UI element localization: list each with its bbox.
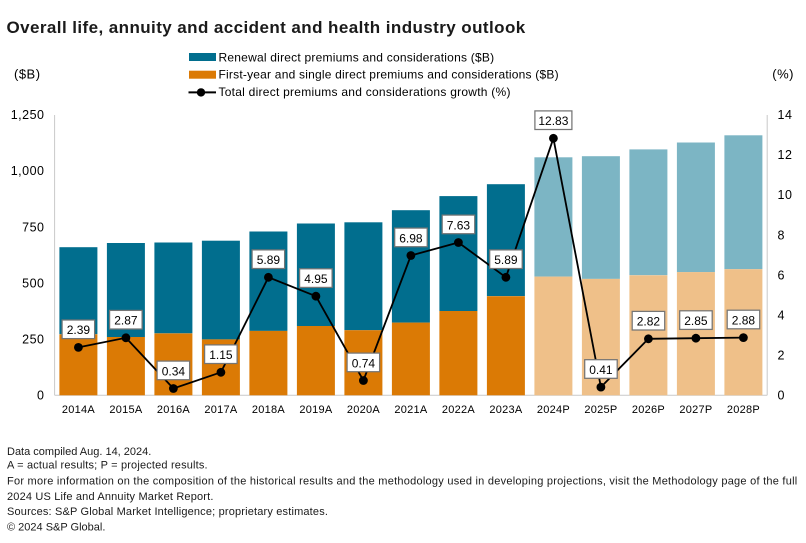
svg-text:2025P: 2025P: [584, 404, 617, 416]
svg-text:2018A: 2018A: [252, 404, 285, 416]
svg-text:1.15: 1.15: [209, 348, 233, 362]
svg-text:2016A: 2016A: [157, 404, 190, 416]
svg-text:2017A: 2017A: [204, 404, 237, 416]
svg-text:A = actual results; P = projec: A = actual results; P = projected result…: [7, 460, 208, 472]
svg-text:6: 6: [778, 268, 785, 282]
svg-text:500: 500: [22, 276, 44, 290]
svg-text:© 2024 S&P Global.: © 2024 S&P Global.: [7, 522, 105, 534]
svg-text:2.87: 2.87: [114, 314, 138, 328]
svg-text:0: 0: [778, 389, 785, 403]
svg-text:First-year and single direct p: First-year and single direct premiums an…: [219, 67, 559, 81]
svg-text:12: 12: [778, 148, 793, 162]
svg-text:For more information on the co: For more information on the composition …: [7, 476, 798, 488]
svg-text:10: 10: [778, 188, 793, 202]
svg-text:2.82: 2.82: [637, 315, 661, 329]
svg-text:Renewal direct premiums and co: Renewal direct premiums and consideratio…: [219, 50, 495, 64]
svg-text:2024P: 2024P: [537, 404, 570, 416]
svg-text:5.89: 5.89: [257, 253, 281, 267]
svg-text:(%): (%): [772, 66, 794, 81]
svg-text:0: 0: [37, 389, 44, 403]
svg-text:4.95: 4.95: [304, 272, 328, 286]
svg-text:2.85: 2.85: [684, 314, 708, 328]
svg-text:Overall life, annuity and acci: Overall life, annuity and accident and h…: [7, 18, 526, 37]
svg-text:750: 750: [22, 220, 44, 234]
svg-text:0.34: 0.34: [162, 364, 186, 378]
svg-text:Sources: S&P Global Market Int: Sources: S&P Global Market Intelligence;…: [7, 506, 328, 518]
svg-text:2.88: 2.88: [732, 313, 756, 327]
svg-text:5.89: 5.89: [494, 253, 518, 267]
svg-text:2027P: 2027P: [679, 404, 712, 416]
svg-text:2028P: 2028P: [727, 404, 760, 416]
svg-text:0.41: 0.41: [589, 363, 613, 377]
svg-text:2023A: 2023A: [489, 404, 522, 416]
svg-text:4: 4: [778, 308, 785, 322]
svg-text:2021A: 2021A: [394, 404, 427, 416]
svg-text:2024 US Life and Annuity Marke: 2024 US Life and Annuity Market Report.: [7, 491, 214, 503]
svg-text:14: 14: [778, 108, 793, 122]
svg-text:2026P: 2026P: [632, 404, 665, 416]
svg-text:2.39: 2.39: [67, 323, 91, 337]
svg-text:7.63: 7.63: [447, 218, 471, 232]
svg-text:8: 8: [778, 228, 785, 242]
svg-text:Data compiled Aug. 14, 2024.: Data compiled Aug. 14, 2024.: [7, 446, 151, 458]
svg-text:2022A: 2022A: [442, 404, 475, 416]
svg-text:1,250: 1,250: [11, 108, 45, 122]
svg-text:2020A: 2020A: [347, 404, 380, 416]
svg-text:6.98: 6.98: [399, 231, 423, 245]
svg-text:0.74: 0.74: [352, 356, 376, 370]
svg-text:1,000: 1,000: [11, 164, 45, 178]
svg-text:Total direct premiums and cons: Total direct premiums and considerations…: [219, 85, 511, 99]
svg-text:2019A: 2019A: [299, 404, 332, 416]
svg-text:2: 2: [778, 348, 785, 362]
svg-text:($B): ($B): [14, 66, 41, 81]
svg-text:2015A: 2015A: [109, 404, 142, 416]
svg-text:250: 250: [22, 332, 44, 346]
svg-text:12.83: 12.83: [538, 114, 568, 128]
svg-text:2014A: 2014A: [62, 404, 95, 416]
